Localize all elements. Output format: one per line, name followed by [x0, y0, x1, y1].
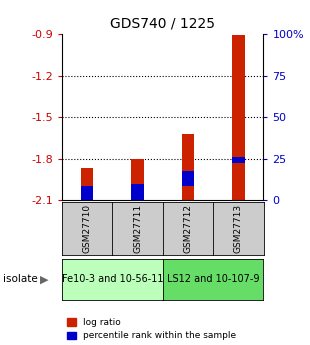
Legend: log ratio, percentile rank within the sample: log ratio, percentile rank within the sa…: [67, 318, 236, 341]
Text: GSM27713: GSM27713: [234, 204, 243, 253]
Bar: [182, 134, 194, 200]
Text: ▶: ▶: [40, 275, 49, 284]
Bar: [81, 168, 94, 200]
Bar: [131, 184, 144, 200]
Text: GSM27710: GSM27710: [83, 204, 92, 253]
Text: isolate: isolate: [3, 275, 38, 284]
Bar: [232, 157, 245, 163]
Bar: [131, 159, 144, 200]
Text: Fe10-3 and 10-56-11: Fe10-3 and 10-56-11: [62, 275, 163, 284]
Text: GSM27712: GSM27712: [184, 204, 193, 253]
Title: GDS740 / 1225: GDS740 / 1225: [110, 17, 215, 31]
Bar: [81, 186, 94, 200]
Text: LS12 and 10-107-9: LS12 and 10-107-9: [167, 275, 259, 284]
Text: GSM27711: GSM27711: [133, 204, 142, 253]
Bar: [232, 34, 245, 200]
Bar: [182, 171, 194, 186]
